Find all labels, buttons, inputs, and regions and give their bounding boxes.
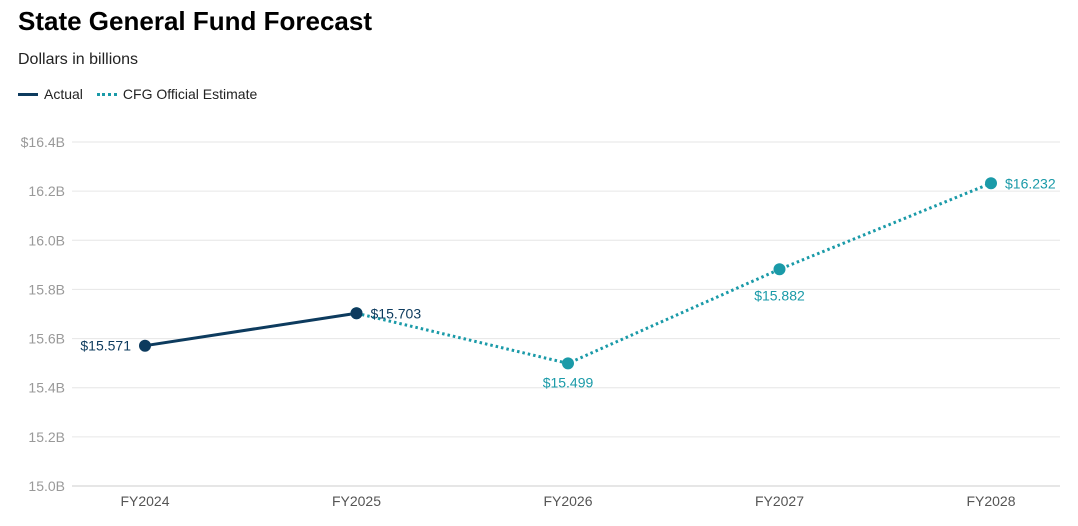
legend-swatch-estimate bbox=[96, 92, 117, 96]
chart-subtitle: Dollars in billions bbox=[18, 51, 139, 68]
y-tick-label: 16.0B bbox=[28, 232, 65, 248]
x-tick-label: FY2024 bbox=[120, 493, 169, 509]
legend-label-estimate: CFG Official Estimate bbox=[122, 86, 258, 102]
y-tick-label: 15.8B bbox=[28, 281, 65, 297]
y-tick-label: 15.4B bbox=[28, 380, 65, 396]
data-label: $15.882 bbox=[754, 287, 805, 303]
legend-label-actual: Actual bbox=[44, 86, 83, 102]
data-label: $15.499 bbox=[543, 374, 594, 390]
x-tick-label: FY2026 bbox=[543, 493, 592, 509]
y-tick-label: 15.2B bbox=[28, 429, 65, 445]
legend-item-estimate[interactable]: CFG Official Estimate bbox=[96, 86, 258, 102]
y-tick-label: 16.2B bbox=[28, 183, 65, 199]
chart-title: State General Fund Forecast bbox=[18, 6, 372, 36]
data-point bbox=[562, 357, 574, 370]
data-point bbox=[350, 307, 363, 320]
x-tick-label: FY2027 bbox=[755, 493, 804, 509]
data-label: $15.571 bbox=[80, 338, 131, 354]
data-label: $16.232 bbox=[1005, 175, 1056, 191]
y-tick-label: 15.0B bbox=[28, 478, 65, 494]
data-point bbox=[773, 263, 786, 276]
data-point bbox=[985, 177, 997, 190]
series-line-0 bbox=[144, 311, 357, 348]
legend: Actual CFG Official Estimate bbox=[18, 86, 257, 102]
series-line-1 bbox=[356, 181, 992, 365]
y-tick-label: 15.6B bbox=[28, 331, 65, 347]
legend-swatch-actual bbox=[18, 92, 38, 96]
legend-item-actual[interactable]: Actual bbox=[18, 86, 83, 102]
x-tick-label: FY2025 bbox=[332, 493, 381, 509]
data-point bbox=[139, 339, 151, 352]
x-tick-label: FY2028 bbox=[966, 493, 1015, 509]
y-tick-label: $16.4B bbox=[21, 134, 65, 150]
data-label: $15.703 bbox=[371, 305, 422, 321]
